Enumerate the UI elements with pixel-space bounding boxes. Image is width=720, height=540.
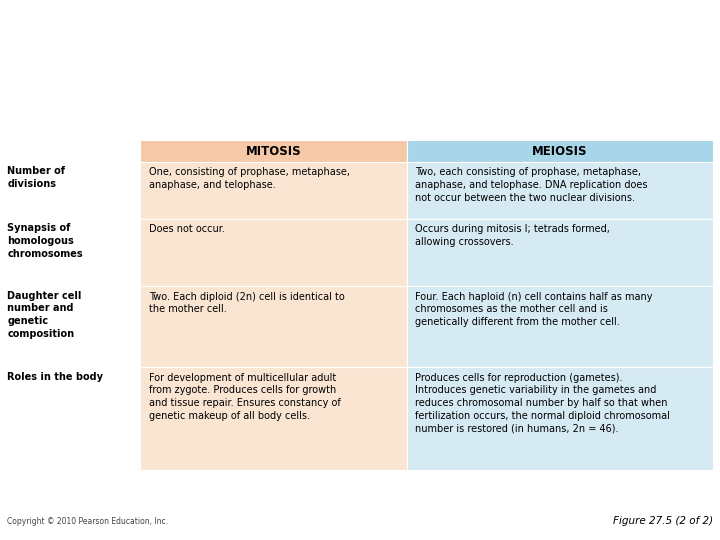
FancyBboxPatch shape — [140, 140, 407, 162]
Text: Daughter cell
number and
genetic
composition: Daughter cell number and genetic composi… — [7, 291, 81, 339]
FancyBboxPatch shape — [140, 219, 407, 286]
FancyBboxPatch shape — [140, 162, 407, 219]
Text: One, consisting of prophase, metaphase,
anaphase, and telophase.: One, consisting of prophase, metaphase, … — [149, 167, 350, 190]
Text: Copyright © 2010 Pearson Education, Inc.: Copyright © 2010 Pearson Education, Inc. — [7, 517, 168, 526]
Text: Occurs during mitosis I; tetrads formed,
allowing crossovers.: Occurs during mitosis I; tetrads formed,… — [415, 224, 611, 247]
FancyBboxPatch shape — [407, 219, 713, 286]
FancyBboxPatch shape — [407, 367, 713, 470]
FancyBboxPatch shape — [140, 367, 407, 470]
Text: MEIOSIS: MEIOSIS — [532, 145, 588, 158]
Text: Two. Each diploid (2n) cell is identical to
the mother cell.: Two. Each diploid (2n) cell is identical… — [149, 292, 345, 314]
Text: Produces cells for reproduction (gametes).
Introduces genetic variability in the: Produces cells for reproduction (gametes… — [415, 373, 670, 434]
Text: Synapsis of
homologous
chromosomes: Synapsis of homologous chromosomes — [7, 223, 83, 259]
Text: Two, each consisting of prophase, metaphase,
anaphase, and telophase. DNA replic: Two, each consisting of prophase, metaph… — [415, 167, 648, 203]
Text: Figure 27.5 (2 of 2): Figure 27.5 (2 of 2) — [613, 516, 713, 526]
FancyBboxPatch shape — [140, 286, 407, 367]
Text: For development of multicellular adult
from zygote. Produces cells for growth
an: For development of multicellular adult f… — [149, 373, 341, 421]
FancyBboxPatch shape — [407, 286, 713, 367]
Text: Four. Each haploid (n) cell contains half as many
chromosomes as the mother cell: Four. Each haploid (n) cell contains hal… — [415, 292, 653, 327]
FancyBboxPatch shape — [407, 140, 713, 162]
Text: Number of
divisions: Number of divisions — [7, 166, 66, 189]
FancyBboxPatch shape — [407, 162, 713, 219]
Text: MITOSIS: MITOSIS — [246, 145, 302, 158]
Text: Roles in the body: Roles in the body — [7, 372, 103, 382]
Text: Does not occur.: Does not occur. — [149, 224, 225, 234]
